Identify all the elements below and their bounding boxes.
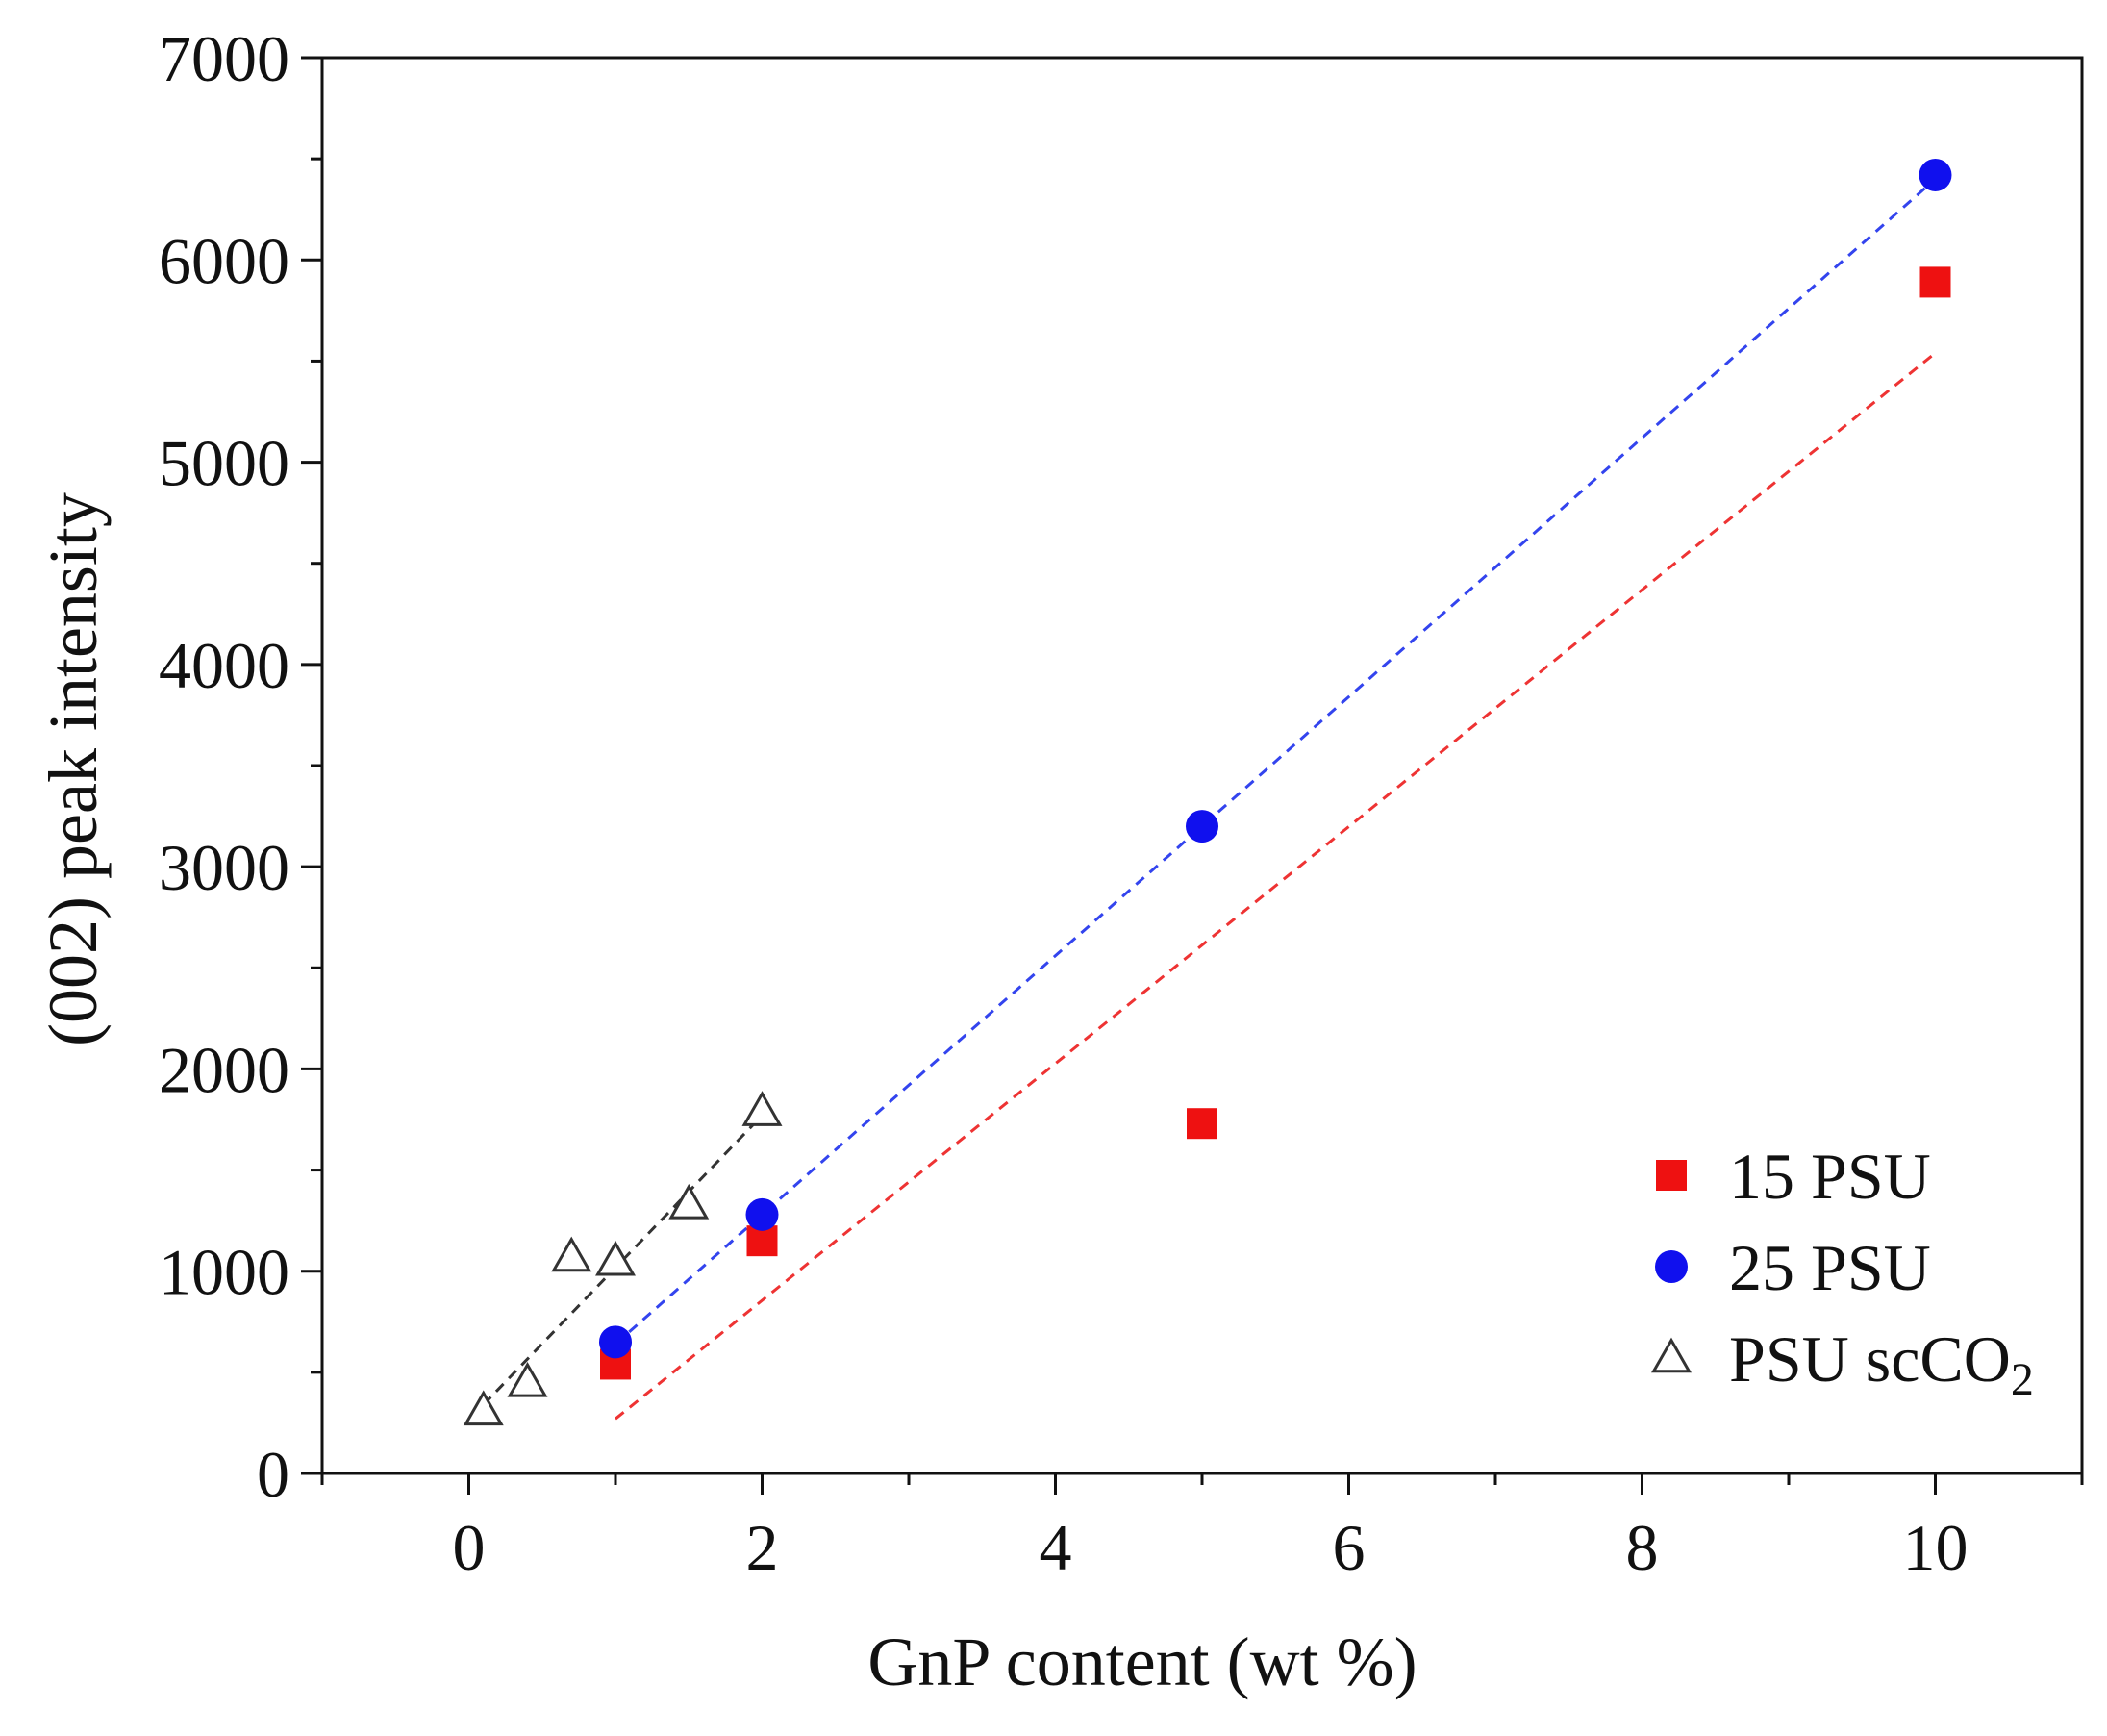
legend-label: 25 PSU bbox=[1729, 1231, 1931, 1304]
y-tick-label: 1000 bbox=[159, 1236, 289, 1309]
axes: 0 2 4 6 8 10 0 1000 2000 3000 4000 5000 6000 7000 bbox=[159, 22, 2084, 1584]
trend-line bbox=[615, 351, 1937, 1421]
x-tick-label: 8 bbox=[1626, 1511, 1659, 1584]
legend-marker bbox=[1656, 1160, 1687, 1191]
x-tick-label: 6 bbox=[1333, 1511, 1366, 1584]
y-tick-label: 5000 bbox=[159, 427, 289, 500]
data-point bbox=[463, 1390, 504, 1426]
y-tick-label: 7000 bbox=[159, 22, 289, 95]
data-point bbox=[551, 1236, 592, 1272]
legend-label: PSU scCO2 bbox=[1729, 1322, 2034, 1405]
legend-label: 15 PSU bbox=[1729, 1140, 1931, 1213]
trend-line bbox=[482, 1114, 764, 1406]
legend-marker bbox=[1651, 1337, 1692, 1373]
y-tick-label: 2000 bbox=[159, 1033, 289, 1106]
y-tick-label: 0 bbox=[257, 1438, 289, 1511]
x-tick-label: 10 bbox=[1903, 1511, 1969, 1584]
x-tick-label: 4 bbox=[1040, 1511, 1072, 1584]
y-tick-label: 3000 bbox=[159, 831, 289, 904]
y-axis-title: (002) peak intensity bbox=[35, 492, 112, 1046]
data-point bbox=[745, 1197, 779, 1231]
data-point bbox=[1187, 1108, 1217, 1140]
trend-line bbox=[615, 178, 1937, 1346]
data-points bbox=[463, 158, 1952, 1426]
trend-lines bbox=[482, 178, 1937, 1421]
data-point bbox=[507, 1361, 548, 1397]
x-axis-title: GnP content (wt %) bbox=[867, 1623, 1417, 1700]
y-tick-label: 4000 bbox=[159, 629, 289, 702]
x-tick-label: 2 bbox=[746, 1511, 779, 1584]
data-point bbox=[599, 1325, 632, 1359]
data-point bbox=[1919, 158, 1952, 191]
data-point bbox=[1919, 266, 1951, 298]
legend-label-subscript: 2 bbox=[2011, 1354, 2034, 1405]
data-point bbox=[595, 1240, 636, 1276]
y-tick-label: 6000 bbox=[159, 224, 289, 297]
data-point bbox=[668, 1183, 710, 1220]
x-tick-label: 0 bbox=[453, 1511, 486, 1584]
data-point bbox=[1186, 810, 1218, 843]
data-point bbox=[741, 1091, 783, 1126]
legend: 15 PSU 25 PSU PSU scCO2 bbox=[1651, 1140, 2034, 1405]
legend-marker bbox=[1655, 1250, 1688, 1283]
